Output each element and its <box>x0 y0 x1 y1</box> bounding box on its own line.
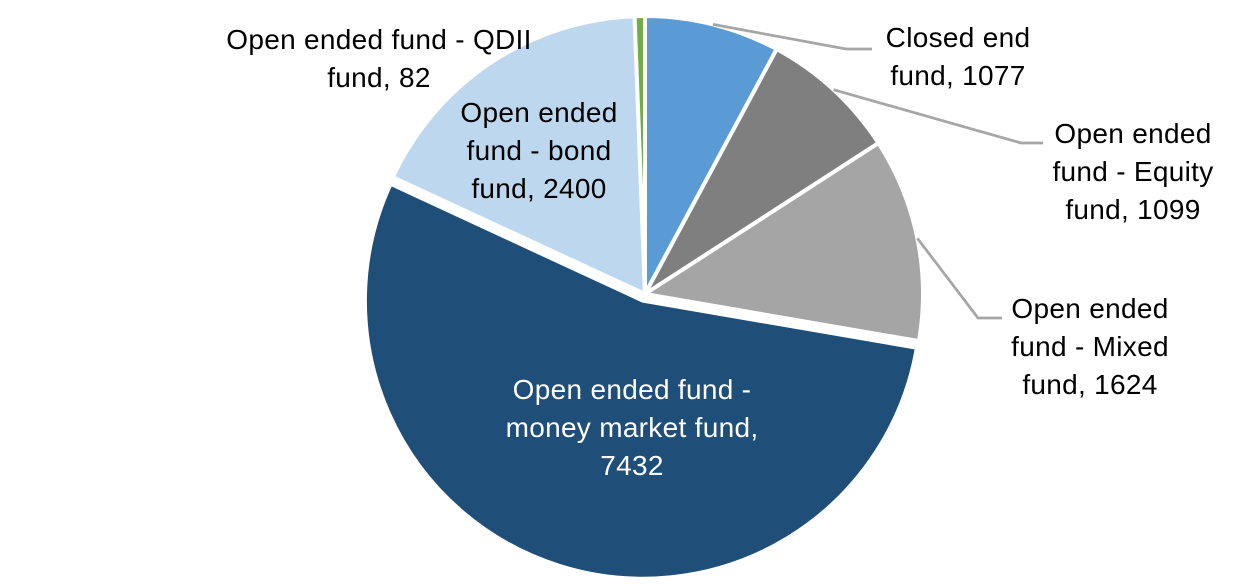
data-label-line: fund - bond <box>466 135 612 166</box>
data-label-line: money market fund, <box>505 412 759 443</box>
data-label-line: fund, 1624 <box>1022 369 1158 400</box>
leader-line-open-ended-fund-mixed-fund <box>916 237 1002 320</box>
data-label-line: Open ended <box>1054 118 1212 149</box>
pie-slice-open-ended-fund-bond-fund <box>390 14 647 296</box>
data-label-open-ended-fund-qdii-fund: Open ended fund - QDII fund, 82 <box>226 21 531 97</box>
data-label-line: Open ended fund - QDII <box>226 24 532 55</box>
data-label-line: Open ended <box>1011 293 1169 324</box>
data-label-line: 7432 <box>600 450 664 481</box>
data-label-line: fund - Mixed <box>1011 331 1169 362</box>
pie-slice-open-ended-fund-mixed-fund <box>643 141 925 344</box>
data-label-line: Open ended <box>460 97 618 128</box>
leader-line-closed-end-fund <box>712 23 872 51</box>
pie-slice-open-ended-fund-money-market-fund <box>362 181 919 581</box>
pie-slice-open-ended-fund-qdii-fund <box>632 14 647 296</box>
pie-slice-open-ended-fund-equity-fund <box>643 47 881 296</box>
pie-slice-closed-end-fund <box>643 14 779 296</box>
data-label-line: Open ended fund - <box>512 374 752 405</box>
data-label-line: fund - Equity <box>1052 156 1214 187</box>
data-label-line: fund, 82 <box>327 62 431 93</box>
data-label-open-ended-fund-equity-fund: Open ended fund - Equity fund, 1099 <box>1052 115 1213 229</box>
data-label-line: fund, 1077 <box>890 60 1026 91</box>
data-label-line: Closed end <box>885 22 1031 53</box>
data-label-open-ended-fund-money-market-fund: Open ended fund - money market fund, 7432 <box>506 371 759 485</box>
data-label-open-ended-fund-bond-fund: Open ended fund - bond fund, 2400 <box>460 94 617 208</box>
leader-line-open-ended-fund-equity-fund <box>833 88 1043 145</box>
data-label-line: fund, 1099 <box>1065 194 1201 225</box>
data-label-closed-end-fund: Closed end fund, 1077 <box>886 19 1031 95</box>
data-label-line: fund, 2400 <box>471 173 607 204</box>
data-label-open-ended-fund-mixed-fund: Open ended fund - Mixed fund, 1624 <box>1011 290 1169 404</box>
